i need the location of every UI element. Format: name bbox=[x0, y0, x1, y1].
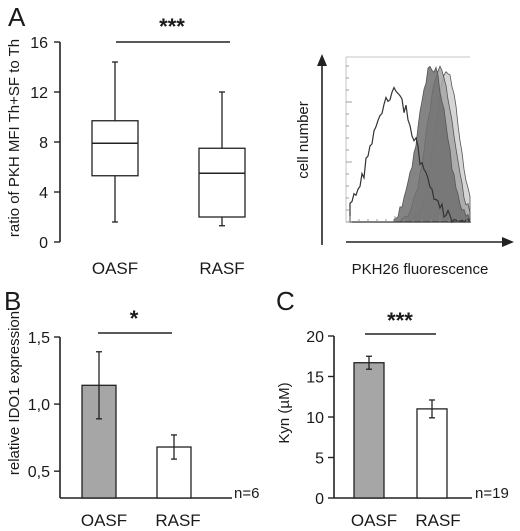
boxplot-box-1 bbox=[198, 147, 246, 218]
boxplot-significance-label: *** bbox=[159, 14, 185, 39]
ido1-n-label: n=6 bbox=[234, 485, 259, 502]
ido1-y-axis-label: relative IDO1 expression bbox=[6, 311, 23, 475]
boxplot-y-tick-label-1: 4 bbox=[39, 185, 48, 202]
histogram-chart: cell number PKH26 fluorescence bbox=[295, 54, 514, 278]
panel-label-c: C bbox=[276, 286, 295, 316]
kyn-bar-chart: Kyn (µM) *** n=19 OASF RASF 0 5 10 15 20 bbox=[276, 308, 509, 530]
histogram-tick-marks bbox=[346, 65, 468, 223]
kyn-y-tick-label-4: 20 bbox=[306, 329, 324, 346]
histogram-series-0 bbox=[349, 86, 472, 224]
kyn-y-tick-label-0: 0 bbox=[315, 491, 324, 508]
ido1-bar-chart: relative IDO1 expression * n=6 OASF RASF… bbox=[6, 306, 259, 530]
histogram-y-axis-label: cell number bbox=[295, 101, 312, 179]
boxplot-chart: ratio of PKH MFI Th+SF to Th *** OASF RA… bbox=[6, 14, 246, 278]
kyn-n-label: n=19 bbox=[475, 485, 509, 502]
ido1-x-tick-label-1: RASF bbox=[155, 511, 200, 530]
kyn-x-tick-label-1: RASF bbox=[415, 511, 460, 530]
ido1-y-tick-label-1: 1,0 bbox=[28, 397, 50, 414]
ido1-x-tick-label-0: OASF bbox=[81, 511, 127, 530]
kyn-y-tick-label-3: 15 bbox=[306, 370, 324, 387]
kyn-bar-1 bbox=[416, 408, 448, 499]
kyn-y-tick-label-1: 5 bbox=[315, 451, 324, 468]
ido1-y-tick-label-2: 1,5 bbox=[28, 330, 50, 347]
kyn-y-axis-label: Kyn (µM) bbox=[276, 382, 293, 443]
histogram-x-axis bbox=[346, 237, 514, 247]
boxplot-x-tick-label-0: OASF bbox=[92, 259, 138, 278]
boxplot-y-tick-label-3: 12 bbox=[30, 85, 48, 102]
boxplot-y-tick-label-4: 16 bbox=[30, 35, 48, 52]
panel-label-a: A bbox=[8, 2, 26, 32]
boxplot-box-0 bbox=[91, 120, 139, 177]
histogram-x-axis-label: PKH26 fluorescence bbox=[352, 261, 489, 278]
kyn-x-tick-label-0: OASF bbox=[351, 511, 397, 530]
kyn-bar-0 bbox=[353, 362, 385, 499]
boxplot-x-tick-label-1: RASF bbox=[199, 259, 244, 278]
histogram-y-axis bbox=[317, 54, 327, 245]
ido1-y-tick-label-0: 0,5 bbox=[28, 464, 50, 481]
boxplot-y-tick-label-2: 8 bbox=[39, 135, 48, 152]
boxplot-y-tick-label-0: 0 bbox=[39, 235, 48, 252]
kyn-y-tick-label-2: 10 bbox=[306, 410, 324, 427]
boxplot-y-axis-label: ratio of PKH MFI Th+SF to Th bbox=[6, 39, 23, 237]
ido1-significance-label: * bbox=[130, 306, 139, 331]
histogram-series-1 bbox=[393, 65, 471, 223]
panel-label-b: B bbox=[4, 286, 21, 316]
kyn-significance-label: *** bbox=[387, 308, 413, 333]
